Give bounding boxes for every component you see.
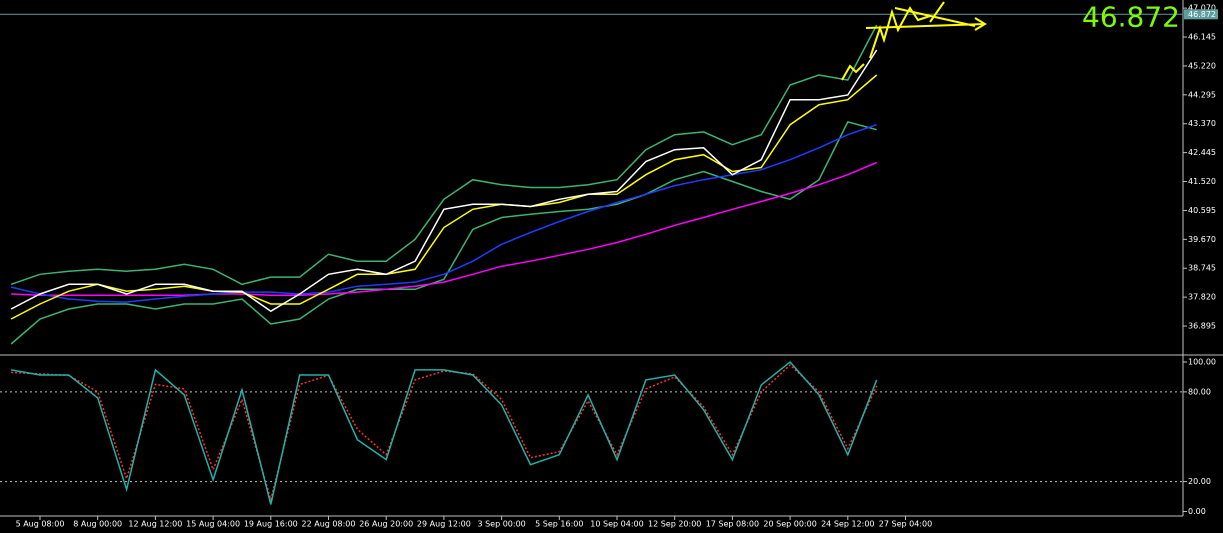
- x-tick-label: 10 Sep 04:00: [590, 520, 643, 529]
- x-tick-label: 20 Sep 00:00: [763, 520, 816, 529]
- x-tick-label: 17 Sep 08:00: [706, 520, 759, 529]
- series-line: [10, 360, 878, 505]
- y-tick-label: 37.820: [1188, 293, 1216, 302]
- x-tick-label: 29 Aug 12:00: [417, 520, 471, 529]
- arrow: [841, 63, 865, 81]
- y-tick-label: 20.00: [1188, 477, 1211, 486]
- price-tag-label: 46.872: [1188, 10, 1216, 19]
- arrow: [869, 6, 931, 59]
- y-tick-label: 42.445: [1188, 148, 1216, 157]
- x-tick-label: 22 Aug 08:00: [302, 520, 356, 529]
- annotation-arrows: [841, 1, 987, 81]
- series-line: [11, 363, 878, 503]
- y-tick-label: 0.00: [1188, 507, 1206, 516]
- y-tick-label: 80.00: [1188, 387, 1211, 396]
- arrow: [929, 1, 945, 23]
- arrow: [894, 7, 976, 27]
- x-tick-label: 8 Aug 00:00: [73, 520, 122, 529]
- y-tick-label: 40.595: [1188, 206, 1216, 215]
- series-line: [10, 121, 877, 345]
- price-tag: [1184, 9, 1218, 20]
- arrow-head: [974, 17, 987, 31]
- y-tick-label: 41.520: [1188, 177, 1216, 186]
- x-tick-label: 3 Sep 00:00: [477, 520, 525, 529]
- x-tick-label: 5 Aug 08:00: [16, 520, 65, 529]
- y-tick-label: 36.895: [1188, 322, 1216, 331]
- x-tick-label: 5 Sep 16:00: [535, 520, 583, 529]
- current-price: 46.872: [1082, 0, 1180, 33]
- y-tick-label: 46.145: [1188, 33, 1216, 42]
- x-tick-label: 24 Sep 12:00: [821, 520, 874, 529]
- series-line: [10, 24, 878, 286]
- x-tick-label: 12 Aug 12:00: [128, 520, 182, 529]
- x-tick-label: 19 Aug 16:00: [244, 520, 298, 529]
- x-tick-label: 12 Sep 20:00: [648, 520, 701, 529]
- series-line: [10, 49, 878, 313]
- x-tick-label: 26 Aug 20:00: [359, 520, 413, 529]
- series-line: [10, 74, 878, 320]
- y-tick-label: 45.220: [1188, 61, 1216, 70]
- y-tick-label: 100.00: [1188, 357, 1216, 366]
- y-tick-label: 39.670: [1188, 235, 1216, 244]
- y-tick-label: 38.745: [1188, 264, 1216, 273]
- series-line: [11, 161, 877, 297]
- y-tick-label: 44.295: [1188, 90, 1216, 99]
- x-tick-label: 15 Aug 04:00: [186, 520, 240, 529]
- x-tick-label: 27 Sep 04:00: [879, 520, 932, 529]
- y-tick-label: 43.370: [1188, 119, 1216, 128]
- y-tick-label: 47.070: [1188, 4, 1216, 13]
